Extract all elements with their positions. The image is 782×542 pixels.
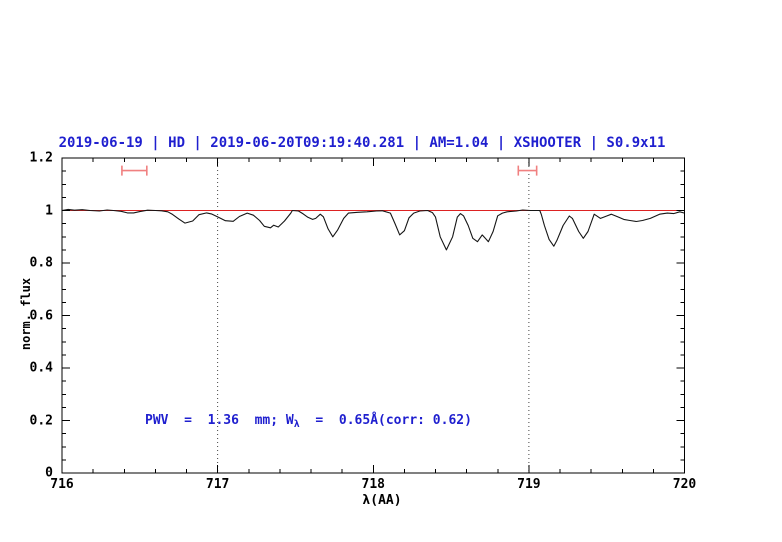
y-tick-label: 0.6 xyxy=(29,308,53,323)
y-tick-label: 0.4 xyxy=(29,360,53,376)
pwv-annotation-suffix: = 0.65Å(corr: 0.62) xyxy=(299,413,472,428)
y-axis-tick-labels: 0 0.2 0.4 0.6 0.8 1 1.2 xyxy=(0,0,53,542)
plot-title: 2019-06-19 | HD | 2019-06-20T09:19:40.28… xyxy=(58,135,666,151)
pwv-band-marker xyxy=(121,165,148,176)
spectrum-line xyxy=(61,208,686,251)
pwv-band-marker xyxy=(517,165,538,176)
pwv-annotation-prefix: PWV = 1.36 mm; W xyxy=(145,413,294,428)
y-tick-label: 1 xyxy=(45,203,53,218)
y-tick-label: 0.8 xyxy=(29,255,53,271)
x-axis-tick-labels: 716 717 718 719 720 xyxy=(0,477,782,495)
x-tick-label: 716 xyxy=(50,477,74,492)
y-tick-label: 1.2 xyxy=(29,150,53,166)
x-tick-label: 718 xyxy=(361,477,385,492)
pwv-annotation: PWV = 1.36 mm; Wλ = 0.65Å(corr: 0.62) xyxy=(145,413,472,430)
x-tick-label: 720 xyxy=(672,477,697,492)
y-tick-label: 0 xyxy=(45,465,53,481)
x-tick-label: 717 xyxy=(205,477,230,492)
x-tick-label: 719 xyxy=(517,477,541,492)
x-axis-title: λ(AA) xyxy=(362,493,402,508)
pwv-annotation-lambda-subscript: λ xyxy=(293,419,300,430)
axis-ticks xyxy=(61,157,685,474)
y-tick-label: 0.2 xyxy=(29,413,53,428)
